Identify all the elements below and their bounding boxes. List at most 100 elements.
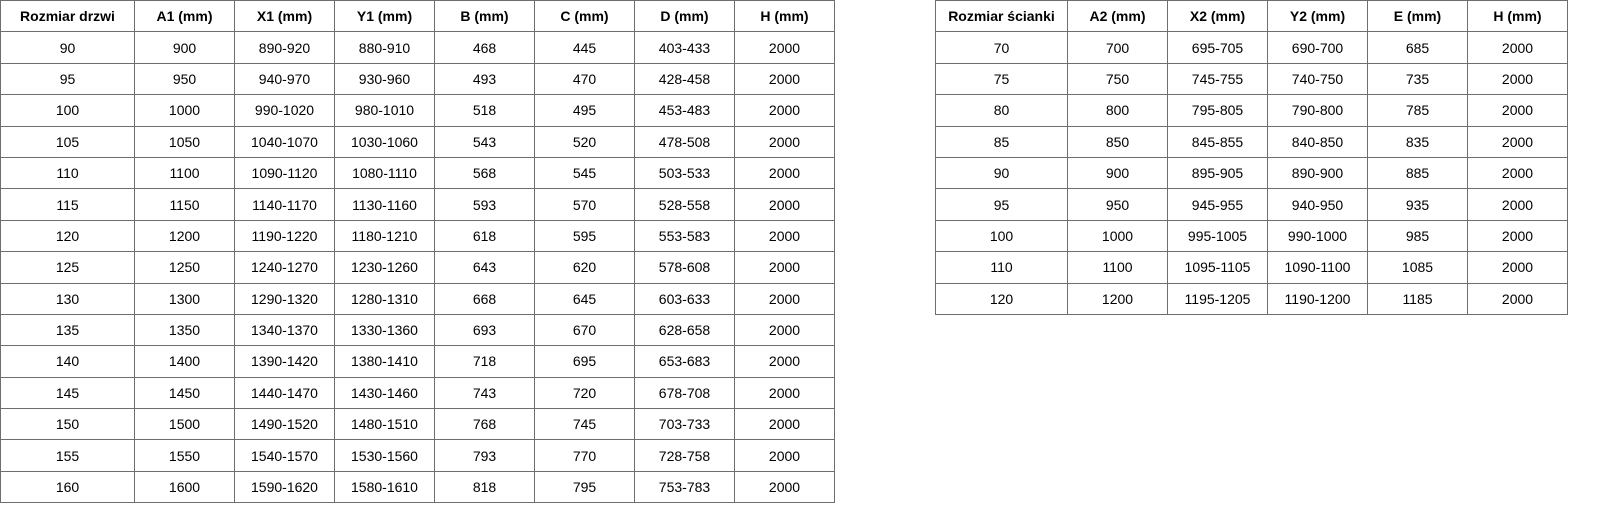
table-cell: 1080-1110 [334,156,435,190]
column-header: H (mm) [734,0,835,33]
table-cell: 770 [534,439,635,472]
column-header: C (mm) [534,0,635,33]
table-cell: 2000 [1467,156,1568,190]
table-cell: 753-783 [634,470,735,504]
table-cell: 578-608 [634,251,735,284]
table-row: 100 1000 995-1005 990-1000 985 2000 [935,219,1568,253]
table-row: 160 1600 1590-1620 1580-1610 818 795 753-783 20… [0,470,835,504]
table-row: 75 750 745-755 740-750 735 2000 [935,62,1568,96]
table-row: 125 1250 1240-1270 1230-1260 643 620 578-608 20… [0,251,835,284]
table-cell: 2000 [1467,219,1568,253]
column-header: A1 (mm) [134,0,235,33]
table-cell: 1250 [134,251,235,284]
column-header: X1 (mm) [234,0,335,33]
table-row: 110 1100 1090-1120 1080-1110 568 545 503-533 20… [0,156,835,190]
table-cell: 603-633 [634,282,735,315]
table-cell: 95 [935,188,1068,221]
table-cell: 1140-1170 [234,188,335,221]
table-cell: 2000 [734,376,835,410]
table-cell: 1230-1260 [334,251,435,284]
table-cell: 1350 [134,313,235,347]
table-cell: 503-533 [634,156,735,190]
table-cell: 1090-1120 [234,156,335,190]
table-cell: 468 [434,31,535,64]
table-cell: 685 [1367,31,1468,64]
table-cell: 835 [1367,125,1468,158]
table-cell: 645 [534,282,635,315]
table-cell: 678-708 [634,376,735,410]
table-cell: 528-558 [634,188,735,221]
table-cell: 135 [0,313,135,347]
table-cell: 470 [534,62,635,96]
table-cell: 1100 [1067,251,1168,284]
table-row: 140 1400 1390-1420 1380-1410 718 695 653-683 20… [0,345,835,378]
table-cell: 593 [434,188,535,221]
table-cell: 568 [434,156,535,190]
table-cell: 940-970 [234,62,335,96]
table-cell: 553-583 [634,219,735,253]
table-cell: 930-960 [334,62,435,96]
table-cell: 818 [434,470,535,504]
table-cell: 990-1000 [1267,219,1368,253]
table-cell: 2000 [734,94,835,127]
table-cell: 785 [1367,94,1468,127]
table-cell: 728-758 [634,439,735,472]
table-cell: 1440-1470 [234,376,335,410]
table-cell: 995-1005 [1167,219,1268,253]
table-cell: 700 [1067,31,1168,64]
table-cell: 1600 [134,470,235,504]
table-cell: 695-705 [1167,31,1268,64]
table-cell: 718 [434,345,535,378]
table-cell: 940-950 [1267,188,1368,221]
column-header: A2 (mm) [1067,0,1168,33]
table-cell: 453-483 [634,94,735,127]
table-cell: 105 [0,125,135,158]
table-cell: 75 [935,62,1068,96]
table-cell: 1150 [134,188,235,221]
table-cell: 895-905 [1167,156,1268,190]
table-cell: 428-458 [634,62,735,96]
table-cell: 543 [434,125,535,158]
table-cell: 1185 [1367,282,1468,315]
table-row: 95 950 940-970 930-960 493 470 428-458 2000 [0,62,835,96]
table-cell: 880-910 [334,31,435,64]
table-cell: 2000 [734,345,835,378]
table-row: 110 1100 1095-1105 1090-1100 1085 2000 [935,251,1568,284]
table-cell: 1430-1460 [334,376,435,410]
table-row: 85 850 845-855 840-850 835 2000 [935,125,1568,158]
table-row: 90 900 895-905 890-900 885 2000 [935,156,1568,190]
table-cell: 1085 [1367,251,1468,284]
table-cell: 1040-1070 [234,125,335,158]
table-row: 105 1050 1040-1070 1030-1060 543 520 478-508 20… [0,125,835,158]
table-cell: 745 [534,408,635,441]
table-cell: 493 [434,62,535,96]
table-cell: 155 [0,439,135,472]
table-cell: 1200 [1067,282,1168,315]
table-cell: 1240-1270 [234,251,335,284]
table-cell: 2000 [1467,62,1568,96]
table-cell: 935 [1367,188,1468,221]
table-cell: 885 [1367,156,1468,190]
table-cell: 570 [534,188,635,221]
table-cell: 690-700 [1267,31,1368,64]
table-cell: 2000 [734,251,835,284]
table-cell: 1390-1420 [234,345,335,378]
table-row: 90 900 890-920 880-910 468 445 403-433 2000 [0,31,835,64]
table-cell: 735 [1367,62,1468,96]
table-cell: 950 [134,62,235,96]
table-cell: 1380-1410 [334,345,435,378]
table-row: 130 1300 1290-1320 1280-1310 668 645 603-633 20… [0,282,835,315]
table-row: 135 1350 1340-1370 1330-1360 693 670 628-658 20… [0,313,835,347]
column-header: H (mm) [1467,0,1568,33]
table-cell: 145 [0,376,135,410]
table-cell: 445 [534,31,635,64]
table-cell: 1550 [134,439,235,472]
table-cell: 1480-1510 [334,408,435,441]
table-cell: 1130-1160 [334,188,435,221]
table-cell: 545 [534,156,635,190]
table-cell: 1540-1570 [234,439,335,472]
table-cell: 740-750 [1267,62,1368,96]
table-row: 150 1500 1490-1520 1480-1510 768 745 703-733 20… [0,408,835,441]
table-cell: 518 [434,94,535,127]
table-cell: 1190-1200 [1267,282,1368,315]
